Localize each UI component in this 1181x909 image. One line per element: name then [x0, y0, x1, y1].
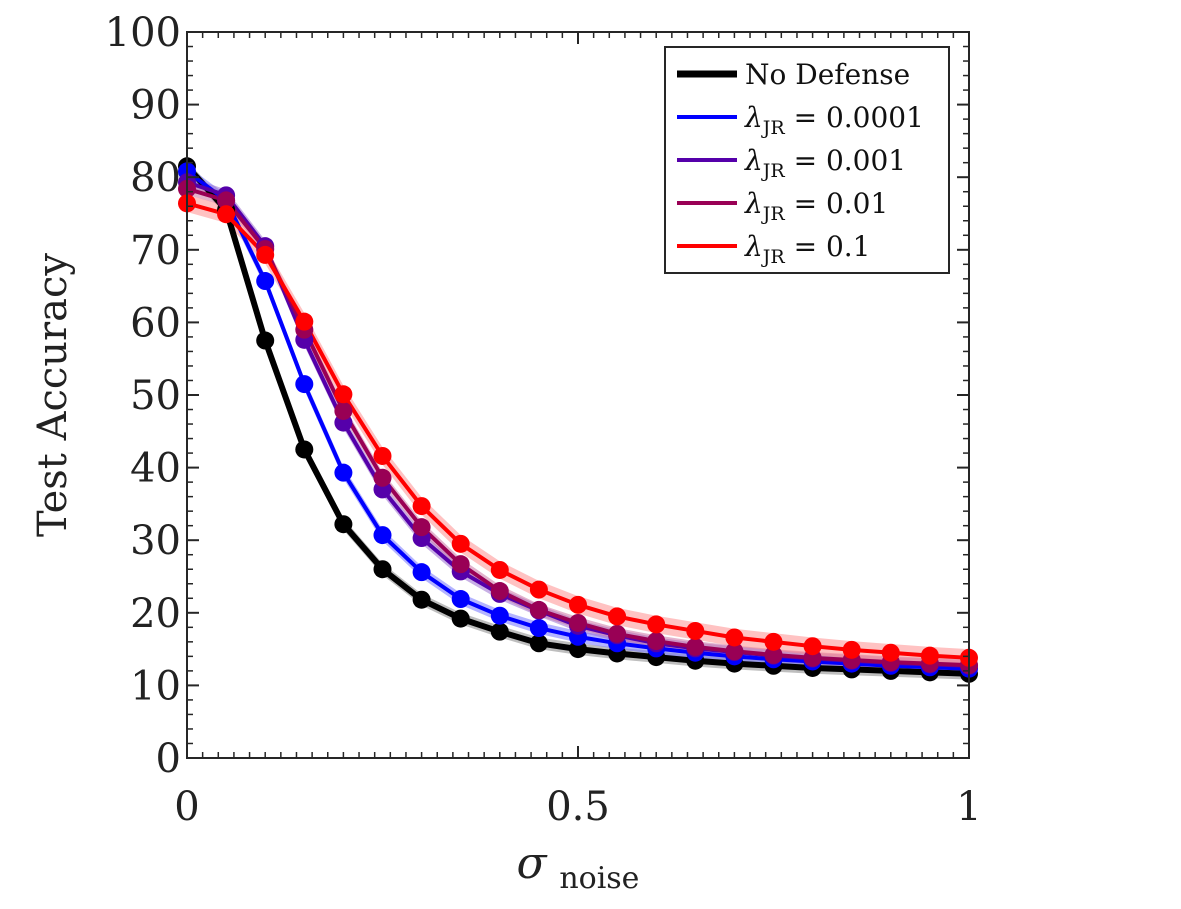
y-axis-label: Test Accuracy — [30, 253, 76, 537]
series-0-point — [295, 440, 314, 459]
series-4-point — [803, 637, 822, 656]
series-0-point — [529, 634, 548, 653]
series-markers — [178, 157, 978, 683]
y-tick-label: 40 — [130, 446, 181, 492]
legend-label-0: No Defense — [745, 58, 910, 91]
y-tick-label: 20 — [130, 591, 181, 637]
y-tick-label: 10 — [130, 663, 181, 709]
series-4-point — [569, 595, 587, 614]
series-4-point — [412, 497, 431, 516]
series-0-point — [256, 331, 275, 350]
series-4-point — [373, 446, 392, 465]
y-tick-label: 30 — [130, 518, 181, 564]
series-4-point — [217, 205, 236, 224]
series-0-point — [490, 622, 509, 641]
series-1-point — [334, 463, 353, 482]
series-3-point — [412, 518, 431, 537]
x-axis-label-subscript: noise — [559, 861, 639, 896]
series-0-point — [451, 609, 470, 628]
series-4-point — [881, 643, 900, 662]
y-tick-label: 100 — [105, 10, 181, 56]
y-tick-label: 70 — [130, 228, 181, 274]
series-1-point — [412, 563, 431, 582]
y-tick-label: 0 — [156, 736, 181, 782]
x-tick-label: 0 — [174, 784, 199, 830]
series-4-point — [490, 560, 509, 579]
y-tick-label: 90 — [130, 83, 181, 129]
series-3-point — [334, 401, 353, 420]
x-tick-label: 1 — [956, 784, 981, 830]
series-3-point — [608, 624, 627, 643]
series-4-point — [451, 534, 470, 553]
axis-tick-labels: 0 10 20 30 40 50 60 70 80 90 100 0 0.5 1 — [105, 10, 982, 830]
series-1-point — [490, 606, 509, 625]
series-0-point — [334, 515, 353, 534]
x-axis-label: σ noise — [517, 838, 640, 896]
series-4-point — [647, 615, 666, 634]
series-4-point — [686, 621, 705, 640]
y-tick-label: 50 — [130, 373, 181, 419]
series-4-point — [334, 385, 353, 404]
series-1-point — [373, 526, 392, 545]
series-3-point — [647, 632, 666, 651]
legend-label-3: λJR = 0.01 — [744, 187, 888, 225]
series-3-point — [725, 642, 744, 661]
series-4-point — [920, 646, 939, 665]
series-1-point — [529, 619, 548, 638]
series-0-point — [569, 640, 587, 659]
series-3-point — [373, 468, 392, 487]
series-4-point — [725, 628, 744, 647]
series-1-point — [451, 590, 470, 609]
series-4-point — [529, 580, 548, 599]
series-4-point — [295, 312, 314, 331]
legend-label-4: λJR = 0.1 — [744, 230, 870, 268]
series-4-point — [764, 632, 783, 651]
series-0-point — [373, 560, 392, 579]
legend: No Defense λJR = 0.0001 λJR = 0.001 λJR = 0… — [664, 46, 950, 274]
series-3-point — [490, 582, 509, 601]
series-3-point — [569, 613, 587, 632]
legend-label-1: λJR = 0.0001 — [744, 101, 924, 139]
series-3-point — [764, 645, 783, 664]
y-tick-label: 80 — [130, 155, 181, 201]
x-tick-label: 0.5 — [546, 784, 610, 830]
series-4-point — [256, 245, 275, 264]
axis-ticks — [186, 31, 970, 759]
series-4-point — [842, 640, 861, 659]
series-3-point — [451, 555, 470, 574]
series-3-point — [217, 191, 236, 210]
x-axis-label-symbol: σ — [517, 838, 549, 889]
y-tick-label: 60 — [130, 300, 181, 346]
series-1-point — [295, 375, 314, 394]
legend-label-2: λJR = 0.001 — [744, 144, 906, 182]
series-3-point — [529, 600, 548, 619]
series-4-point — [608, 607, 627, 626]
series-0-point — [412, 590, 431, 609]
series-3-point — [686, 637, 705, 656]
series-1-point — [256, 272, 275, 291]
